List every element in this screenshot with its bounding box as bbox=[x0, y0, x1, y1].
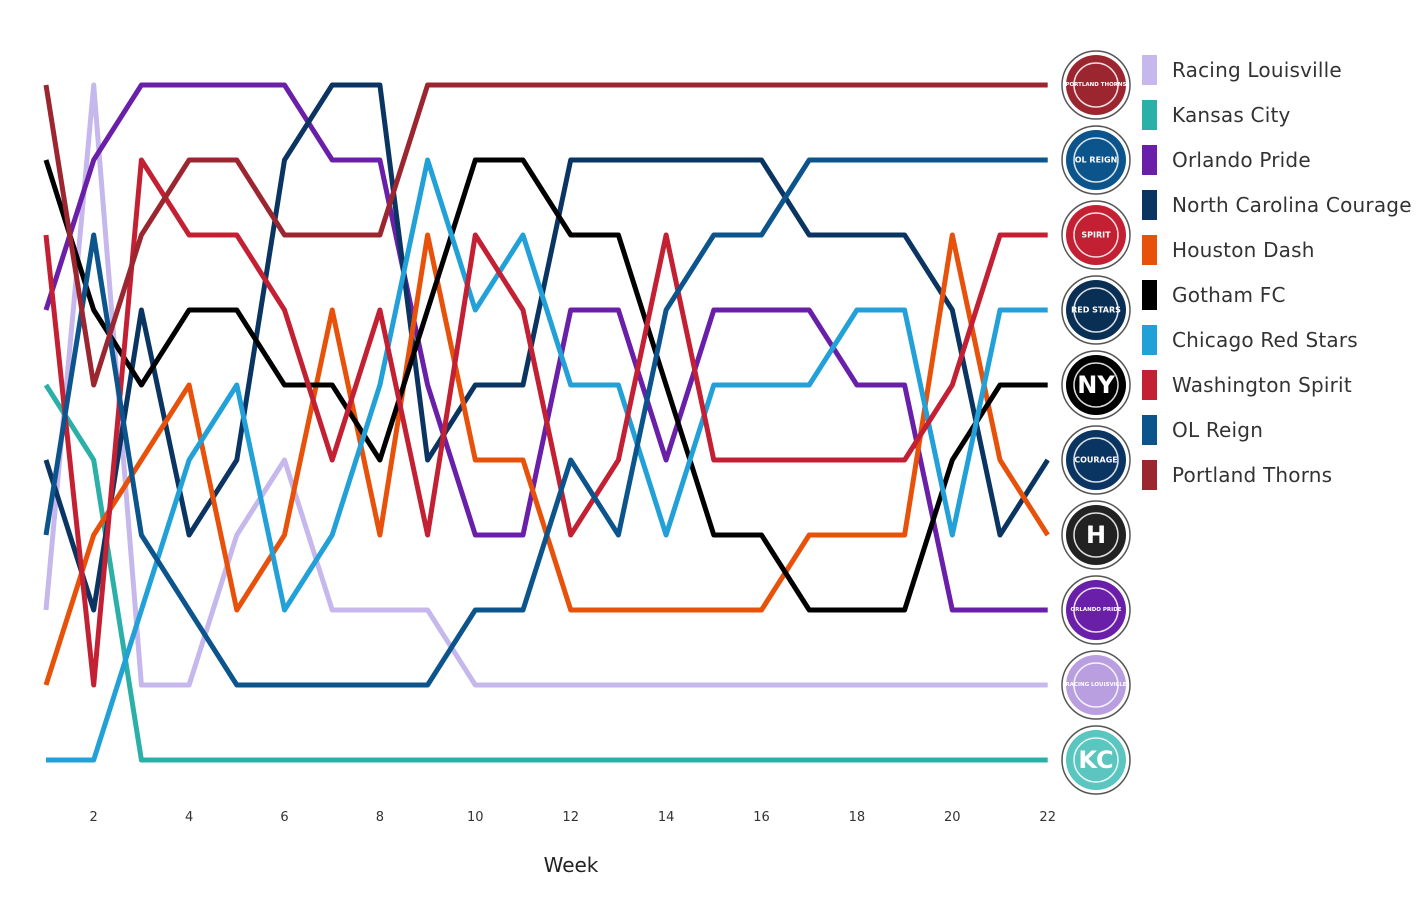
legend-item-kansas-city: Kansas City bbox=[1142, 92, 1422, 137]
legend-label: Chicago Red Stars bbox=[1172, 327, 1358, 352]
x-tick-label: 18 bbox=[849, 810, 866, 825]
legend-swatch bbox=[1142, 324, 1157, 355]
legend-swatch bbox=[1142, 414, 1157, 445]
legend-label: Kansas City bbox=[1172, 102, 1291, 127]
legend-label: OL Reign bbox=[1172, 417, 1264, 442]
legend-swatch bbox=[1142, 144, 1157, 175]
legend-item-chicago-red-stars: Chicago Red Stars bbox=[1142, 317, 1422, 362]
legend: Racing Louisville Kansas City Orlando Prid… bbox=[1142, 47, 1422, 497]
x-tick-label: 4 bbox=[185, 810, 193, 825]
racing-louisville-logo: RACING LOUISVILLE bbox=[1061, 650, 1131, 720]
svg-text:KC: KC bbox=[1078, 746, 1113, 774]
svg-text:NY: NY bbox=[1077, 371, 1115, 399]
nc-courage-logo: COURAGE bbox=[1061, 425, 1131, 495]
legend-item-ol-reign: OL Reign bbox=[1142, 407, 1422, 452]
legend-item-orlando-pride: Orlando Pride bbox=[1142, 137, 1422, 182]
series-line-washington-spirit bbox=[43, 157, 1048, 688]
svg-text:RACING LOUISVILLE: RACING LOUISVILLE bbox=[1065, 682, 1126, 688]
legend-swatch bbox=[1142, 279, 1157, 310]
series-line-gotham-fc bbox=[43, 157, 1048, 613]
x-tick-label: 2 bbox=[90, 810, 98, 825]
series-line-kansas-city bbox=[43, 383, 1048, 763]
kansas-city-logo: KC bbox=[1061, 725, 1131, 795]
legend-label: Houston Dash bbox=[1172, 237, 1315, 262]
legend-label: Racing Louisville bbox=[1172, 57, 1342, 82]
legend-label: Portland Thorns bbox=[1172, 462, 1333, 487]
svg-text:PORTLAND THORNS: PORTLAND THORNS bbox=[1065, 82, 1126, 88]
legend-swatch bbox=[1142, 54, 1157, 85]
svg-text:RED STARS: RED STARS bbox=[1071, 306, 1121, 315]
svg-text:ORLANDO PRIDE: ORLANDO PRIDE bbox=[1070, 607, 1121, 613]
legend-item-north-carolina-courage: North Carolina Courage bbox=[1142, 182, 1422, 227]
legend-swatch bbox=[1142, 459, 1157, 490]
x-tick-label: 22 bbox=[1039, 810, 1056, 825]
svg-text:OL REIGN: OL REIGN bbox=[1075, 156, 1118, 165]
legend-item-houston-dash: Houston Dash bbox=[1142, 227, 1422, 272]
x-tick-label: 6 bbox=[280, 810, 288, 825]
series-line-racing-louisville bbox=[43, 82, 1048, 688]
x-tick-label: 20 bbox=[944, 810, 961, 825]
orlando-pride-logo: ORLANDO PRIDE bbox=[1061, 575, 1131, 645]
washington-spirit-logo: SPIRIT bbox=[1061, 200, 1131, 270]
series-line-ol-reign bbox=[43, 157, 1048, 688]
legend-item-portland-thorns: Portland Thorns bbox=[1142, 452, 1422, 497]
legend-swatch bbox=[1142, 99, 1157, 130]
houston-dash-logo: H bbox=[1061, 500, 1131, 570]
x-axis-title: Week bbox=[544, 853, 599, 877]
svg-text:COURAGE: COURAGE bbox=[1074, 456, 1118, 465]
legend-swatch bbox=[1142, 369, 1157, 400]
svg-text:H: H bbox=[1086, 521, 1106, 549]
x-axis: 2 4 6 8 10 12 14 16 18 20 22 bbox=[90, 810, 1056, 825]
series-lines bbox=[43, 82, 1050, 763]
series-line-chicago-red-stars bbox=[46, 157, 1048, 763]
series-line-portland-thorns bbox=[43, 82, 1048, 388]
ol-reign-logo: OL REIGN bbox=[1061, 125, 1131, 195]
chicago-red-stars-logo: RED STARS bbox=[1061, 275, 1131, 345]
x-tick-label: 14 bbox=[658, 810, 675, 825]
legend-label: Washington Spirit bbox=[1172, 372, 1352, 397]
legend-item-washington-spirit: Washington Spirit bbox=[1142, 362, 1422, 407]
x-tick-label: 12 bbox=[562, 810, 579, 825]
legend-swatch bbox=[1142, 189, 1157, 220]
svg-text:SPIRIT: SPIRIT bbox=[1081, 231, 1111, 240]
legend-label: Gotham FC bbox=[1172, 282, 1286, 307]
gotham-fc-logo: NY bbox=[1061, 350, 1131, 420]
x-tick-label: 10 bbox=[467, 810, 484, 825]
x-tick-label: 8 bbox=[376, 810, 384, 825]
legend-label: North Carolina Courage bbox=[1172, 192, 1412, 217]
portland-thorns-logo: PORTLAND THORNS bbox=[1061, 50, 1131, 120]
legend-item-racing-louisville: Racing Louisville bbox=[1142, 47, 1422, 92]
legend-label: Orlando Pride bbox=[1172, 147, 1311, 172]
x-tick-label: 16 bbox=[753, 810, 770, 825]
end-logos: PORTLAND THORNS OL REIGN SPIRIT RED STARS NY… bbox=[1061, 50, 1131, 795]
legend-item-gotham-fc: Gotham FC bbox=[1142, 272, 1422, 317]
legend-swatch bbox=[1142, 234, 1157, 265]
